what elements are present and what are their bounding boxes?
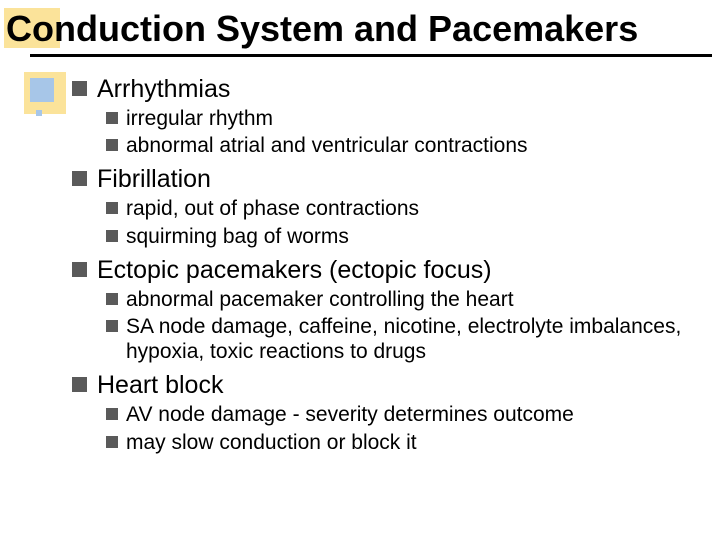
section-heartblock: Heart block AV node damage - severity de… bbox=[72, 370, 710, 454]
heading-text: Heart block bbox=[97, 370, 223, 400]
heading-text: Fibrillation bbox=[97, 164, 211, 194]
heading-row: Heart block bbox=[72, 370, 710, 400]
square-bullet-icon bbox=[106, 408, 118, 420]
subitem-text: SA node damage, caffeine, nicotine, elec… bbox=[126, 314, 710, 364]
subitem-text: AV node damage - severity determines out… bbox=[126, 402, 574, 427]
heading-row: Arrhythmias bbox=[72, 74, 710, 104]
heading-row: Fibrillation bbox=[72, 164, 710, 194]
square-bullet-icon bbox=[106, 139, 118, 151]
subitem-row: SA node damage, caffeine, nicotine, elec… bbox=[106, 314, 710, 364]
square-bullet-icon bbox=[72, 262, 87, 277]
square-bullet-icon bbox=[106, 112, 118, 124]
section-ectopic: Ectopic pacemakers (ectopic focus) abnor… bbox=[72, 255, 710, 365]
subitem-text: abnormal pacemaker controlling the heart bbox=[126, 287, 514, 312]
subitem-text: irregular rhythm bbox=[126, 106, 273, 131]
subitem-text: rapid, out of phase contractions bbox=[126, 196, 419, 221]
subitem-row: abnormal pacemaker controlling the heart bbox=[106, 287, 710, 312]
title-underline bbox=[30, 54, 712, 57]
accent-dot bbox=[36, 110, 42, 116]
heading-text: Ectopic pacemakers (ectopic focus) bbox=[97, 255, 492, 285]
subitem-text: may slow conduction or block it bbox=[126, 430, 417, 455]
section-fibrillation: Fibrillation rapid, out of phase contrac… bbox=[72, 164, 710, 248]
heading-row: Ectopic pacemakers (ectopic focus) bbox=[72, 255, 710, 285]
subitem-row: abnormal atrial and ventricular contract… bbox=[106, 133, 710, 158]
square-bullet-icon bbox=[106, 202, 118, 214]
square-bullet-icon bbox=[106, 293, 118, 305]
slide-title: Conduction System and Pacemakers bbox=[0, 8, 720, 50]
subitem-text: squirming bag of worms bbox=[126, 224, 349, 249]
subitem-row: irregular rhythm bbox=[106, 106, 710, 131]
square-bullet-icon bbox=[106, 436, 118, 448]
subitem-row: rapid, out of phase contractions bbox=[106, 196, 710, 221]
content-region: Arrhythmias irregular rhythm abnormal at… bbox=[72, 68, 710, 459]
square-bullet-icon bbox=[72, 377, 87, 392]
square-bullet-icon bbox=[106, 320, 118, 332]
subitem-text: abnormal atrial and ventricular contract… bbox=[126, 133, 528, 158]
subitem-row: AV node damage - severity determines out… bbox=[106, 402, 710, 427]
section-arrhythmias: Arrhythmias irregular rhythm abnormal at… bbox=[72, 74, 710, 158]
subitem-row: squirming bag of worms bbox=[106, 224, 710, 249]
heading-text: Arrhythmias bbox=[97, 74, 230, 104]
accent-box-inner bbox=[30, 78, 54, 102]
square-bullet-icon bbox=[106, 230, 118, 242]
subitem-row: may slow conduction or block it bbox=[106, 430, 710, 455]
square-bullet-icon bbox=[72, 81, 87, 96]
square-bullet-icon bbox=[72, 171, 87, 186]
title-region: Conduction System and Pacemakers bbox=[0, 0, 720, 50]
